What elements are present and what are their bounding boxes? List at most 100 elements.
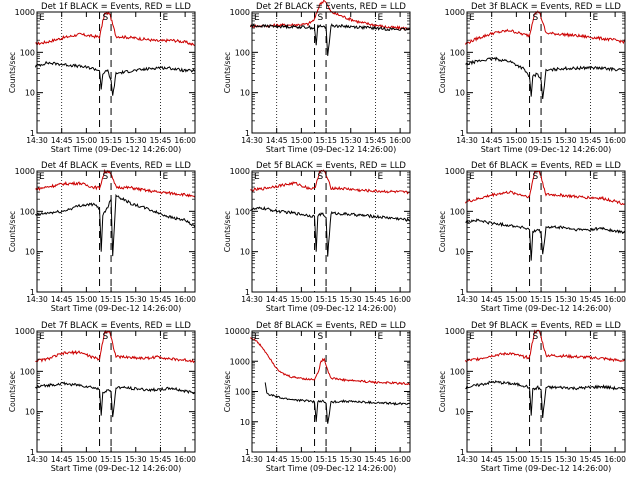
x-tick-label: 15:15 bbox=[315, 295, 337, 304]
y-tick-label: 1 bbox=[245, 129, 250, 138]
plot-frame bbox=[36, 330, 196, 453]
y-tick-label: 1 bbox=[460, 129, 465, 138]
lld-series-line bbox=[35, 329, 196, 364]
panel-title: Det 5f BLACK = Events, RED = LLD bbox=[256, 161, 406, 171]
y-tick-label: 10 bbox=[455, 89, 465, 98]
events-series-line bbox=[34, 60, 196, 96]
panel-title: Det 3f BLACK = Events, RED = LLD bbox=[471, 2, 621, 12]
bin-mark: E bbox=[39, 13, 45, 23]
bin-mark: E bbox=[254, 332, 260, 342]
x-tick-label: 14:45 bbox=[51, 455, 73, 464]
y-tick-label: 1000 bbox=[15, 8, 35, 17]
lld-series-line bbox=[464, 170, 626, 206]
events-series-line bbox=[35, 381, 196, 418]
y-tick-label: 100 bbox=[20, 48, 35, 57]
x-tick-label: 14:45 bbox=[481, 295, 503, 304]
events-series-line bbox=[35, 193, 196, 257]
y-tick-label: 1 bbox=[245, 448, 250, 457]
x-tick-label: 14:30 bbox=[26, 295, 48, 304]
x-axis-label: Start Time (09-Dec-12 14:26:00) bbox=[481, 145, 612, 154]
bin-mark: S bbox=[532, 13, 538, 23]
x-tick-label: 15:30 bbox=[125, 455, 147, 464]
panel-4: 1 10 100 1000 14:30 14:45 15:00 15:15 15:30 15:45… bbox=[8, 161, 196, 313]
bin-mark: S bbox=[102, 13, 108, 23]
y-tick-label: 1000 bbox=[445, 167, 465, 176]
x-tick-label: 14:30 bbox=[241, 295, 263, 304]
x-tick-label: 15:00 bbox=[76, 455, 98, 464]
x-tick-label: 15:30 bbox=[125, 295, 147, 304]
x-tick-label: 15:15 bbox=[315, 455, 337, 464]
x-tick-label: 15:45 bbox=[150, 455, 172, 464]
y-tick-label: 100 bbox=[450, 207, 465, 216]
bin-mark: E bbox=[592, 13, 598, 23]
x-tick-label: 15:30 bbox=[125, 136, 147, 145]
x-tick-label: 14:30 bbox=[456, 136, 478, 145]
bin-mark: S bbox=[102, 332, 108, 342]
bin-mark: E bbox=[469, 332, 475, 342]
x-tick-label: 15:00 bbox=[291, 295, 313, 304]
x-axis-label: Start Time (09-Dec-12 14:26:00) bbox=[51, 464, 182, 473]
panel-6: 1 10 100 1000 14:30 14:45 15:00 15:15 15:30 15:45… bbox=[438, 161, 626, 313]
x-tick-label: 15:30 bbox=[340, 295, 362, 304]
x-tick-label: 15:45 bbox=[150, 136, 172, 145]
bin-mark: E bbox=[162, 172, 168, 182]
panel-title: Det 2f BLACK = Events, RED = LLD bbox=[256, 2, 406, 12]
x-tick-label: 14:45 bbox=[266, 136, 288, 145]
x-tick-label: 15:15 bbox=[530, 295, 552, 304]
panel-2: 1 10 100 1000 14:30 14:45 15:00 15:15 15:30 15:45… bbox=[223, 0, 411, 154]
panel-title: Det 9f BLACK = Events, RED = LLD bbox=[471, 321, 621, 331]
y-tick-label: 1000 bbox=[230, 167, 250, 176]
lld-series-line bbox=[464, 329, 626, 363]
x-tick-label: 15:00 bbox=[506, 136, 528, 145]
x-tick-label: 14:45 bbox=[481, 136, 503, 145]
y-axis-label: Counts/sec bbox=[8, 52, 17, 93]
lld-series-line bbox=[250, 337, 411, 386]
bin-mark: S bbox=[102, 172, 108, 182]
x-tick-label: 15:15 bbox=[100, 295, 122, 304]
x-axis-label: Start Time (09-Dec-12 14:26:00) bbox=[51, 145, 182, 154]
bin-mark: E bbox=[469, 13, 475, 23]
y-tick-label: 100 bbox=[20, 207, 35, 216]
y-tick-label: 100 bbox=[450, 367, 465, 376]
y-tick-label: 10 bbox=[25, 248, 35, 257]
bin-mark: E bbox=[592, 332, 598, 342]
x-axis-label: Start Time (09-Dec-12 14:26:00) bbox=[266, 464, 397, 473]
x-tick-label: 15:30 bbox=[555, 455, 577, 464]
panel-title: Det 6f BLACK = Events, RED = LLD bbox=[471, 161, 621, 171]
bin-mark: E bbox=[39, 172, 45, 182]
y-tick-label: 10 bbox=[240, 248, 250, 257]
x-tick-label: 15:45 bbox=[150, 295, 172, 304]
y-axis-label: Counts/sec bbox=[438, 211, 447, 252]
y-tick-label: 1000 bbox=[230, 357, 250, 366]
x-tick-label: 15:00 bbox=[76, 295, 98, 304]
x-tick-label: 15:45 bbox=[365, 295, 387, 304]
plot-frame bbox=[466, 170, 626, 293]
y-tick-label: 1 bbox=[460, 288, 465, 297]
bin-mark: E bbox=[592, 172, 598, 182]
x-tick-label: 15:15 bbox=[100, 136, 122, 145]
panel-title: Det 1f BLACK = Events, RED = LLD bbox=[41, 2, 191, 12]
y-axis-label: Counts/sec bbox=[223, 211, 232, 252]
y-tick-label: 100 bbox=[235, 388, 250, 397]
lld-series-line bbox=[249, 0, 411, 31]
y-tick-label: 1 bbox=[30, 129, 35, 138]
lld-series-line bbox=[464, 10, 626, 45]
x-tick-label: 14:45 bbox=[266, 295, 288, 304]
y-tick-label: 10 bbox=[240, 418, 250, 427]
x-axis-label: Start Time (09-Dec-12 14:26:00) bbox=[266, 304, 397, 313]
y-tick-label: 1 bbox=[30, 448, 35, 457]
events-series-line bbox=[465, 56, 626, 100]
y-tick-label: 1000 bbox=[15, 327, 35, 336]
panel-title: Det 8f BLACK = Events, RED = LLD bbox=[256, 321, 406, 331]
x-tick-label: 15:30 bbox=[340, 136, 362, 145]
y-axis-label: Counts/sec bbox=[438, 371, 447, 412]
x-tick-label: 15:45 bbox=[580, 455, 602, 464]
y-tick-label: 1 bbox=[245, 288, 250, 297]
x-tick-label: 16:00 bbox=[389, 136, 411, 145]
x-tick-label: 15:00 bbox=[76, 136, 98, 145]
y-tick-label: 10 bbox=[455, 248, 465, 257]
panel-5: 1 10 100 1000 14:30 14:45 15:00 15:15 15:30 15:45… bbox=[223, 161, 411, 313]
x-tick-label: 15:15 bbox=[315, 136, 337, 145]
y-tick-label: 1 bbox=[30, 288, 35, 297]
